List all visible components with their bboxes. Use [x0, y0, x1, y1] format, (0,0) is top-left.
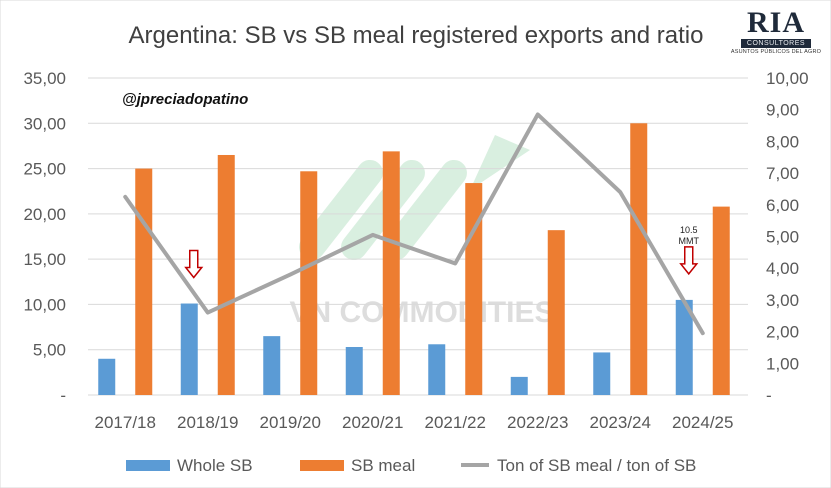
- left-tick-label: 20,00: [23, 205, 66, 224]
- ratio-line: [123, 112, 705, 336]
- right-tick-label: 2,00: [766, 323, 799, 342]
- watermark-stripe-2: [383, 159, 467, 261]
- x-tick-label: 2019/20: [260, 413, 321, 432]
- right-axis-ticks: - 1,00 2,00 3,00 4,00 5,00 6,00 7,00 8,00 9,00 10,…: [766, 69, 809, 405]
- legend: Whole SB SB meal Ton of SB meal / ton of S…: [126, 456, 696, 475]
- x-axis-ticks: 2017/18 2018/19 2019/20 2020/21 2021/22 2022/…: [95, 413, 734, 432]
- right-tick-label: -: [766, 386, 772, 405]
- annotation-arrow-2018-19: [184, 249, 204, 279]
- whole-sb-bar-2022-23: [510, 376, 528, 395]
- left-tick-label: 35,00: [23, 69, 66, 88]
- x-tick-label: 2018/19: [177, 413, 238, 432]
- whole-sb-bar-2024-25: [675, 299, 693, 395]
- right-tick-label: 7,00: [766, 164, 799, 183]
- ratio-line-path: [123, 112, 705, 336]
- right-tick-label: 3,00: [766, 291, 799, 310]
- sb-meal-bar-2018-19: [217, 154, 235, 395]
- right-tick-label: 6,00: [766, 196, 799, 215]
- watermark-arrowhead: [470, 135, 530, 190]
- legend-swatch: [126, 460, 170, 471]
- legend-label: Whole SB: [177, 456, 253, 475]
- annotation-arrow-2024-25: [679, 246, 699, 276]
- ria-logo: RIA CONSULTORES ASUNTOS PÚBLICOS DEL AGR…: [730, 8, 822, 58]
- x-tick-label: 2020/21: [342, 413, 403, 432]
- right-tick-label: 10,00: [766, 69, 809, 88]
- logo-subtitle: CONSULTORES: [741, 39, 811, 48]
- legend-label: SB meal: [351, 456, 415, 475]
- legend-label: Ton of SB meal / ton of SB: [497, 456, 696, 475]
- left-tick-label: 10,00: [23, 295, 66, 314]
- whole-sb-bar-2023-24: [593, 352, 611, 395]
- right-tick-label: 9,00: [766, 101, 799, 120]
- watermark-stripe-0: [299, 159, 383, 261]
- left-tick-label: 25,00: [23, 160, 66, 179]
- x-tick-label: 2022/23: [507, 413, 568, 432]
- x-tick-label: 2017/18: [95, 413, 156, 432]
- sb-meal-bar-2021-22: [465, 183, 483, 395]
- logo-tagline: ASUNTOS PÚBLICOS DEL AGRO: [730, 49, 822, 55]
- right-tick-label: 4,00: [766, 259, 799, 278]
- x-tick-label: 2024/25: [672, 413, 733, 432]
- legend-swatch: [300, 460, 344, 471]
- right-tick-label: 1,00: [766, 354, 799, 373]
- sb-meal-bar-2017-18: [135, 168, 153, 395]
- sb-meal-bar-2020-21: [382, 151, 400, 395]
- chart-title: Argentina: SB vs SB meal registered expo…: [129, 22, 704, 49]
- left-tick-label: 30,00: [23, 114, 66, 133]
- bars: [98, 123, 730, 396]
- left-tick-label: 15,00: [23, 250, 66, 269]
- sb-meal-bar-2023-24: [630, 123, 648, 396]
- right-tick-label: 8,00: [766, 132, 799, 151]
- right-tick-label: 5,00: [766, 228, 799, 247]
- whole-sb-bar-2020-21: [345, 346, 363, 395]
- whole-sb-bar-2018-19: [180, 303, 198, 395]
- watermark-text: VN COMMODITIES: [289, 296, 554, 329]
- author-handle: @jpreciadopatino: [122, 91, 248, 108]
- left-tick-label: -: [60, 386, 66, 405]
- sb-meal-bar-2019-20: [300, 171, 318, 395]
- logo-mark: RIA: [746, 6, 805, 39]
- whole-sb-bar-2017-18: [98, 358, 116, 395]
- x-tick-label: 2023/24: [590, 413, 651, 432]
- x-tick-label: 2021/22: [425, 413, 486, 432]
- left-axis-ticks: - 5,00 10,00 15,00 20,00 25,00 30,00 35,00: [23, 69, 66, 405]
- left-tick-label: 5,00: [33, 341, 66, 360]
- whole-sb-bar-2019-20: [263, 336, 281, 395]
- sb-meal-bar-2024-25: [712, 206, 730, 395]
- annotation-label: MMT: [679, 236, 700, 246]
- whole-sb-bar-2021-22: [428, 344, 446, 395]
- sb-meal-bar-2022-23: [547, 230, 565, 395]
- annotation-label: 10.5: [680, 225, 698, 235]
